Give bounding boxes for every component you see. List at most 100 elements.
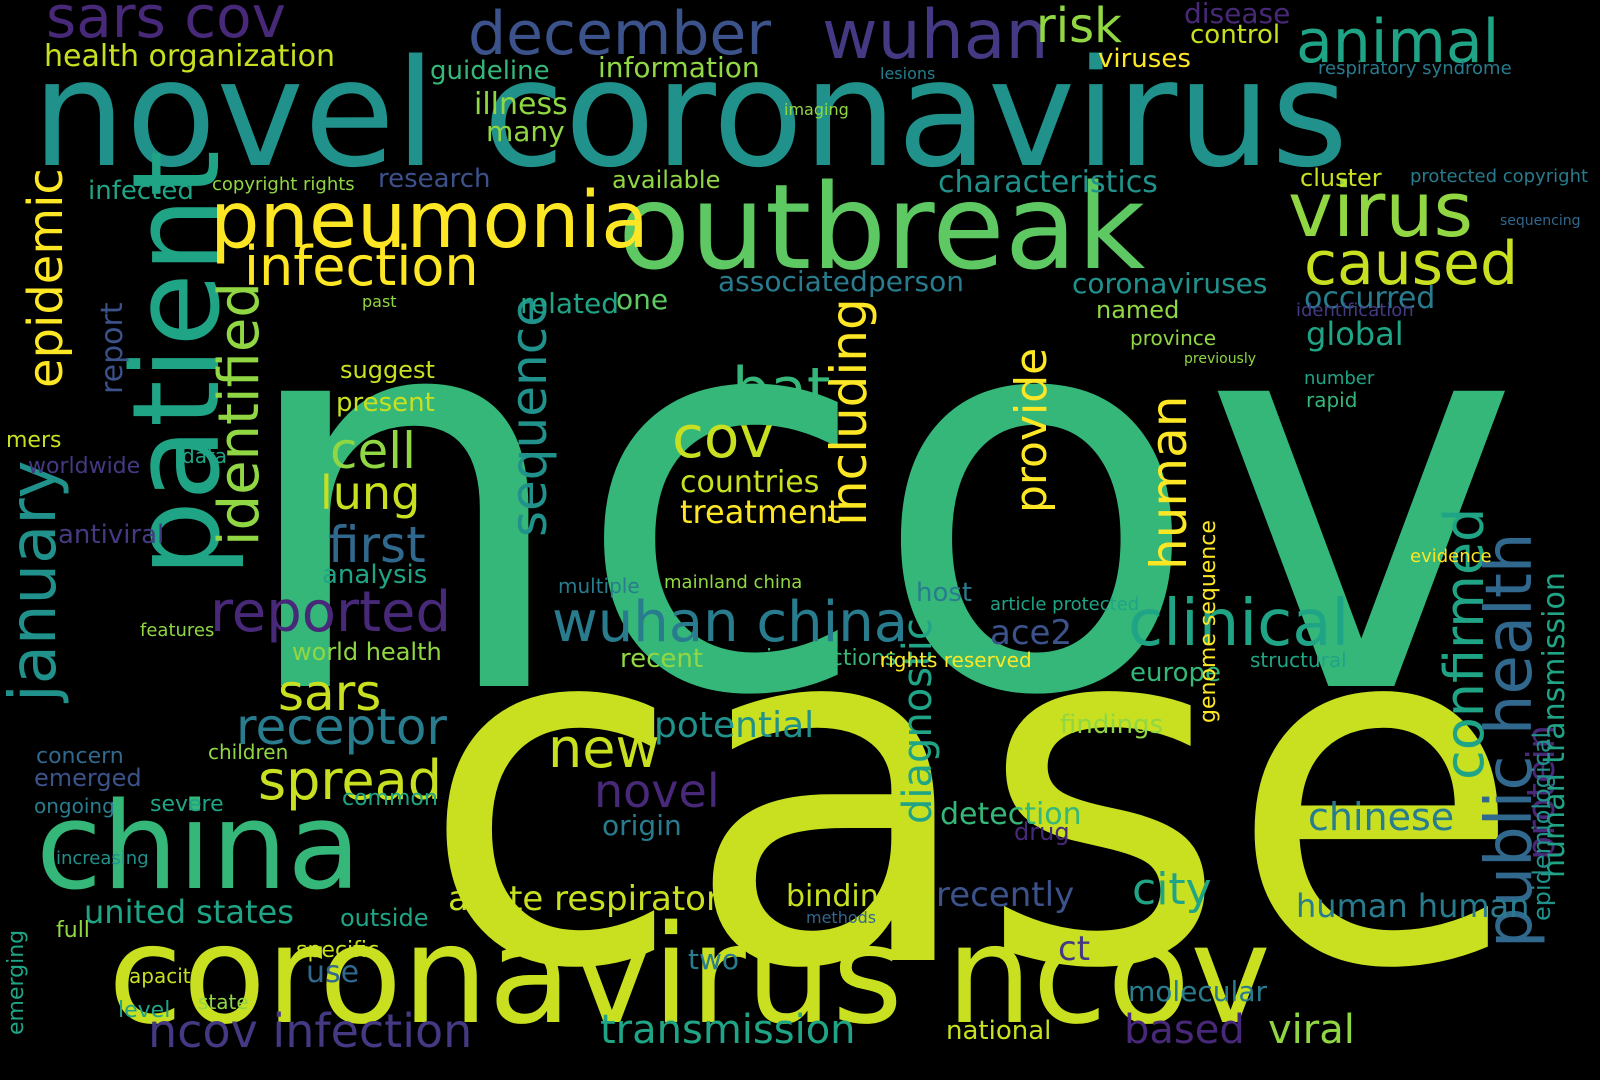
word-genome-sequence: genome sequence: [1196, 520, 1221, 723]
word-coronaviruses: coronaviruses: [1072, 267, 1268, 300]
word-research: research: [378, 164, 491, 194]
word-new: new: [548, 717, 660, 780]
word-cov: cov: [672, 403, 774, 471]
word-receptor: receptor: [236, 698, 447, 756]
word-concern: concern: [36, 744, 124, 769]
word-report: report: [95, 302, 130, 394]
word-host: host: [916, 578, 973, 608]
word-antiviral: antiviral: [58, 520, 165, 550]
word-increasing: increasing: [56, 848, 149, 869]
word-ct: ct: [1058, 929, 1091, 969]
word-drug: drug: [1014, 818, 1070, 846]
word-transmission: transmission: [600, 1007, 856, 1053]
word-severe: severe: [150, 792, 224, 817]
word-viral: viral: [1268, 1007, 1355, 1053]
word-lesions: lesions: [880, 64, 936, 83]
word-january: january: [0, 460, 71, 702]
word-detection: detection: [940, 797, 1082, 832]
word-two: two: [688, 943, 740, 976]
word-recent: recent: [620, 644, 704, 674]
word-provide: provide: [1006, 347, 1057, 513]
word-capacity: capacity: [118, 964, 203, 988]
word-december: december: [468, 0, 772, 69]
word-multiple: multiple: [558, 574, 640, 598]
word-human-human: human human: [1296, 887, 1530, 925]
word-province: province: [1130, 326, 1217, 350]
word-caused: caused: [1304, 229, 1519, 299]
word-cluster: cluster: [1300, 164, 1382, 192]
word-based: based: [1124, 1007, 1245, 1053]
word-available: available: [612, 166, 721, 194]
word-sequencing: sequencing: [1500, 213, 1581, 229]
word-use: use: [306, 955, 360, 990]
word-molecular: molecular: [1128, 975, 1268, 1008]
word-ncov: ncov: [232, 186, 1522, 814]
word-clinical: clinical: [1128, 587, 1350, 661]
word-wuhan-china: wuhan china: [552, 590, 909, 655]
word-full: full: [56, 918, 90, 943]
word-analysis: analysis: [322, 560, 428, 590]
word-world-health: world health: [292, 638, 442, 666]
word-children: children: [208, 740, 289, 764]
word-named: named: [1096, 296, 1180, 324]
word-common: common: [342, 786, 438, 811]
word-reported: reported: [210, 580, 452, 645]
word-countries: countries: [680, 465, 820, 500]
word-features: features: [140, 620, 215, 641]
word-mers: mers: [6, 428, 62, 453]
word-first: first: [328, 516, 426, 574]
word-global: global: [1306, 315, 1404, 353]
word-number: number: [1304, 368, 1375, 389]
word-control: control: [1190, 20, 1281, 50]
word-findings: findings: [1060, 710, 1164, 740]
word-risk: risk: [1036, 0, 1122, 54]
word-characteristics: characteristics: [938, 165, 1158, 200]
word-origin: origin: [602, 809, 682, 842]
word-worldwide: worldwide: [28, 454, 141, 479]
word-rapid: rapid: [1306, 388, 1358, 412]
word-article-protected: article protected: [990, 594, 1140, 615]
word-novel-coronavirus: novel coronavirus: [32, 28, 1349, 200]
word-sequence: sequence: [500, 296, 558, 537]
word-associated: associated: [718, 265, 868, 298]
word-data: data: [182, 444, 228, 468]
word-bat: bat: [732, 355, 831, 425]
word-identified: identified: [207, 282, 272, 546]
word-present: present: [336, 388, 435, 418]
word-respiratory-syndrome: respiratory syndrome: [1318, 58, 1512, 79]
word-sars-cov: sars cov: [46, 0, 286, 51]
word-information: information: [598, 51, 760, 84]
word-national: national: [946, 1016, 1052, 1046]
word-chinese: chinese: [1308, 795, 1455, 839]
word-state: state: [198, 990, 249, 1014]
word-acute-respiratory: acute respiratory: [448, 879, 741, 919]
word-guideline: guideline: [430, 56, 550, 86]
word-health-organization: health organization: [44, 39, 336, 74]
word-copyright-rights: copyright rights: [212, 174, 355, 195]
word-level: level: [118, 998, 171, 1023]
word-person: person: [868, 265, 964, 298]
word-many: many: [486, 115, 565, 148]
word-city: city: [1132, 864, 1212, 915]
word-potential: potential: [654, 705, 815, 746]
word-ongoing: ongoing: [34, 794, 115, 818]
word-suggest: suggest: [340, 356, 435, 384]
word-interactions: interactions: [766, 646, 897, 671]
word-emerged: emerged: [34, 764, 142, 792]
word-including: including: [820, 298, 878, 526]
word-mainland-china: mainland china: [664, 572, 803, 593]
word-wuhan: wuhan: [822, 0, 1049, 75]
word-china: china: [36, 778, 361, 917]
word-infection: infection: [244, 235, 479, 298]
word-cell: cell: [330, 422, 417, 480]
word-identification: identification: [1296, 300, 1414, 321]
word-illness: illness: [474, 87, 568, 122]
word-novel: novel: [594, 764, 720, 818]
word-infected: infected: [88, 176, 194, 206]
word-specific: specific: [296, 938, 380, 963]
word-outside: outside: [340, 904, 429, 932]
word-human: human: [1140, 395, 1198, 570]
word-imaging: imaging: [784, 100, 849, 119]
word-epidemiological: epidemiological: [1528, 731, 1556, 921]
